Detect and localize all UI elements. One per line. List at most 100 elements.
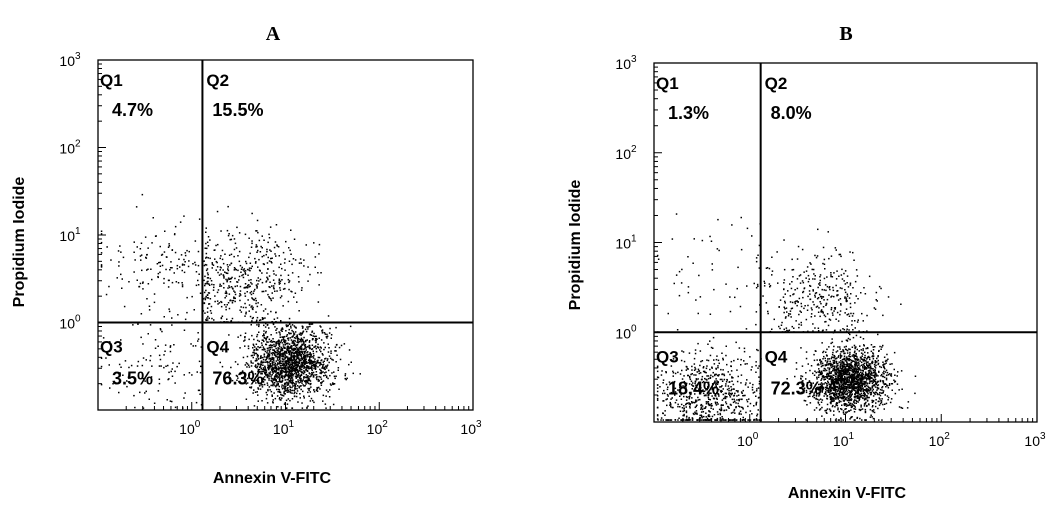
scatter-point bbox=[729, 373, 731, 376]
scatter-point bbox=[701, 239, 704, 242]
scatter-point bbox=[735, 419, 737, 421]
scatter-point bbox=[319, 349, 321, 351]
scatter-point bbox=[683, 414, 685, 417]
scatter-point bbox=[279, 352, 282, 354]
scatter-point bbox=[296, 301, 298, 303]
scatter-point bbox=[151, 242, 153, 244]
scatter-point bbox=[870, 350, 873, 353]
scatter-point bbox=[274, 353, 276, 355]
scatter-point bbox=[695, 384, 697, 387]
scatter-point bbox=[886, 371, 889, 374]
scatter-point bbox=[680, 419, 682, 421]
scatter-point bbox=[863, 389, 865, 392]
scatter-point bbox=[722, 393, 725, 396]
scatter-point bbox=[859, 369, 862, 371]
scatter-point bbox=[205, 242, 207, 245]
scatter-point bbox=[717, 359, 720, 362]
scatter-point bbox=[288, 357, 290, 359]
scatter-point bbox=[323, 332, 326, 334]
scatter-point bbox=[702, 419, 705, 421]
scatter-point bbox=[879, 394, 882, 397]
scatter-point bbox=[301, 361, 304, 364]
scatter-point bbox=[666, 419, 669, 421]
scatter-point bbox=[279, 350, 282, 353]
scatter-point bbox=[689, 393, 692, 396]
scatter-point bbox=[838, 275, 840, 277]
scatter-point bbox=[758, 376, 760, 378]
scatter-point bbox=[264, 337, 266, 339]
scatter-point bbox=[276, 358, 279, 360]
scatter-point bbox=[256, 287, 258, 289]
scatter-point bbox=[165, 365, 167, 367]
scatter-point bbox=[262, 263, 265, 265]
scatter-point bbox=[197, 389, 200, 392]
scatter-point bbox=[846, 391, 848, 393]
scatter-point bbox=[272, 270, 275, 272]
scatter-point bbox=[876, 389, 878, 391]
scatter-point bbox=[296, 366, 298, 369]
scatter-point bbox=[288, 369, 291, 372]
scatter-point bbox=[836, 363, 838, 365]
scatter-point bbox=[768, 283, 771, 285]
scatter-point bbox=[900, 406, 902, 409]
scatter-point bbox=[720, 368, 722, 371]
scatter-point bbox=[883, 376, 886, 379]
x-tick-label: 101 bbox=[273, 419, 295, 437]
scatter-point bbox=[718, 374, 720, 376]
scatter-point bbox=[207, 277, 210, 279]
scatter-point bbox=[826, 313, 829, 315]
scatter-point bbox=[859, 336, 862, 338]
scatter-point bbox=[758, 365, 760, 367]
scatter-point bbox=[180, 254, 183, 256]
y-tick-label: 101 bbox=[59, 226, 81, 244]
scatter-point bbox=[872, 400, 875, 402]
scatter-point bbox=[290, 345, 292, 347]
scatter-point bbox=[693, 413, 695, 416]
scatter-point bbox=[251, 320, 253, 322]
scatter-point bbox=[700, 408, 702, 410]
scatter-point bbox=[695, 374, 697, 376]
scatter-point bbox=[306, 380, 308, 383]
scatter-point bbox=[314, 358, 316, 360]
scatter-point bbox=[670, 419, 672, 421]
scatter-point bbox=[305, 362, 307, 365]
scatter-point bbox=[866, 388, 868, 390]
scatter-point bbox=[849, 284, 852, 286]
scatter-point bbox=[260, 367, 262, 369]
scatter-point bbox=[199, 393, 201, 395]
scatter-point bbox=[681, 378, 684, 380]
scatter-point bbox=[907, 401, 910, 403]
scatter-point bbox=[118, 391, 120, 394]
scatter-point bbox=[276, 355, 278, 358]
scatter-point bbox=[702, 411, 705, 413]
scatter-point bbox=[843, 358, 846, 360]
scatter-point bbox=[829, 385, 831, 388]
scatter-point bbox=[824, 360, 827, 362]
scatter-point bbox=[877, 363, 879, 366]
scatter-point bbox=[311, 338, 314, 341]
scatter-point bbox=[262, 335, 264, 337]
scatter-point bbox=[272, 379, 274, 381]
scatter-point bbox=[222, 269, 224, 271]
scatter-point bbox=[197, 279, 199, 282]
scatter-point bbox=[192, 345, 194, 347]
scatter-point bbox=[882, 390, 885, 392]
scatter-point bbox=[240, 306, 242, 308]
scatter-point bbox=[765, 267, 768, 269]
scatter-point bbox=[255, 366, 257, 368]
scatter-point bbox=[144, 236, 147, 238]
scatter-point bbox=[853, 344, 856, 347]
scatter-point bbox=[281, 381, 283, 383]
scatter-point bbox=[308, 372, 310, 374]
scatter-point bbox=[298, 367, 301, 369]
scatter-point bbox=[815, 397, 817, 400]
scatter-point bbox=[271, 395, 273, 397]
scatter-point bbox=[287, 357, 289, 360]
scatter-point bbox=[281, 386, 283, 388]
scatter-point bbox=[827, 367, 829, 369]
scatter-point bbox=[296, 334, 298, 336]
scatter-point bbox=[837, 389, 840, 391]
scatter-point bbox=[255, 284, 258, 286]
scatter-point bbox=[250, 281, 252, 284]
scatter-point bbox=[901, 388, 903, 390]
